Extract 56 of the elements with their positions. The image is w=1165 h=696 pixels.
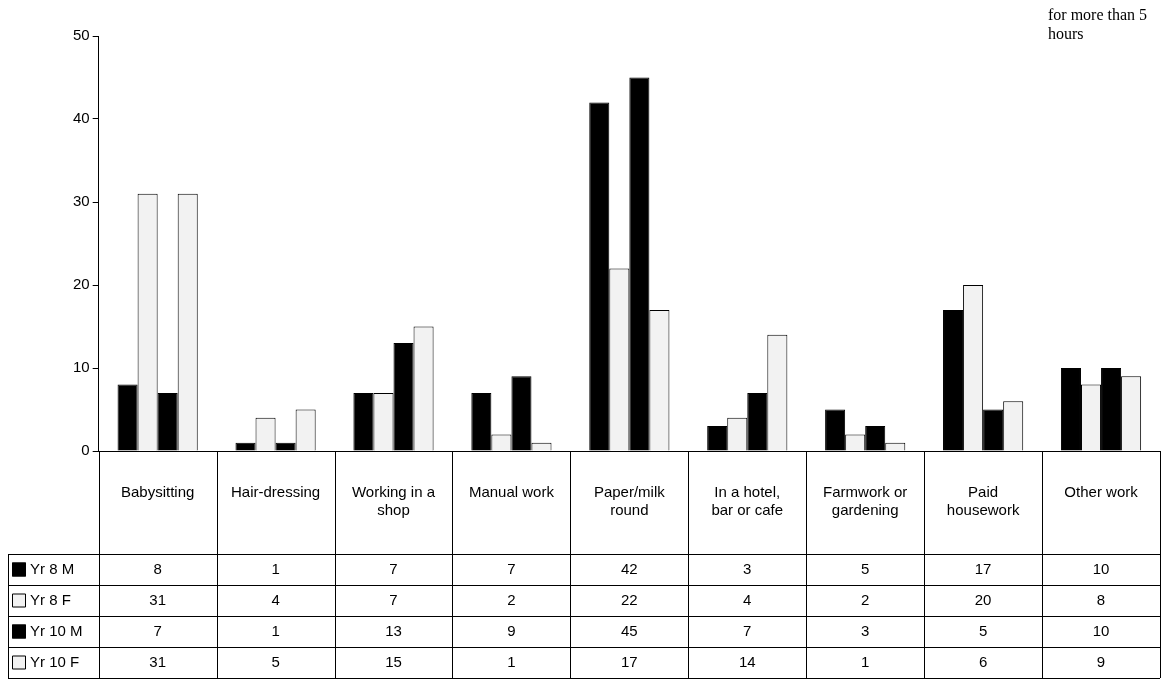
data-label: 9 [507, 621, 516, 639]
data-label: 1 [507, 652, 516, 670]
data-label: 6 [978, 652, 988, 670]
data-label: 8 [1096, 590, 1106, 608]
data-label: 2 [507, 590, 516, 608]
data-label: 2 [861, 590, 870, 608]
data-label: 7 [389, 590, 398, 608]
data-label: 8 [153, 559, 162, 577]
data-label: 4 [743, 590, 752, 608]
x-tick-label: Other work [1064, 483, 1139, 501]
y-tick-label: 20 [73, 275, 90, 293]
data-label: 5 [978, 621, 988, 639]
x-tick-label: Babysitting [120, 483, 195, 501]
data-label: 7 [389, 559, 398, 577]
data-label: 17 [621, 652, 638, 670]
y-tick-label: 40 [73, 109, 90, 127]
data-label: 13 [385, 621, 402, 639]
y-tick-label: 0 [81, 441, 90, 459]
data-label: 1 [861, 652, 870, 670]
data-label: 7 [743, 621, 752, 639]
data-label: 10 [1092, 621, 1110, 639]
data-label: 3 [743, 559, 752, 577]
x-tick-label: Paper/milk round [593, 483, 666, 519]
data-label: 5 [271, 652, 280, 670]
y-tick-label: 50 [73, 26, 90, 44]
legend-label: Yr 8 M [30, 559, 75, 577]
x-tick-label: Paid housework [946, 483, 1020, 519]
data-label: 45 [621, 621, 638, 639]
annotation: for more than 5 hours [1048, 6, 1148, 43]
data-label: 5 [861, 559, 870, 577]
data-label: 22 [621, 590, 638, 608]
data-label: 17 [974, 559, 992, 577]
x-tick-label: Hair-dressing [230, 483, 321, 501]
data-label: 20 [974, 590, 992, 608]
y-tick-label: 10 [73, 358, 90, 376]
data-label: 3 [861, 621, 870, 639]
data-label: 31 [149, 652, 166, 670]
data-label: 7 [507, 559, 516, 577]
x-tick-label: Farmwork or gardening [823, 483, 908, 519]
data-label: 14 [738, 652, 756, 670]
data-label: 4 [271, 590, 280, 608]
data-label: 42 [621, 559, 638, 577]
data-label: 7 [153, 621, 162, 639]
data-label: 15 [385, 652, 402, 670]
x-tick-label: In a hotel, bar or cafe [711, 483, 784, 519]
data-label: 10 [1092, 559, 1110, 577]
legend-label: Yr 8 F [30, 590, 71, 608]
data-label: 1 [271, 621, 280, 639]
x-tick-label: Manual work [468, 483, 555, 501]
legend-label: Yr 10 F [30, 652, 80, 670]
y-tick-label: 30 [73, 192, 90, 210]
legend-label: Yr 10 M [30, 621, 83, 639]
data-label: 31 [149, 590, 166, 608]
data-label: 9 [1096, 652, 1106, 670]
x-tick-label: Working in a shop [351, 483, 436, 519]
data-label: 1 [271, 559, 280, 577]
